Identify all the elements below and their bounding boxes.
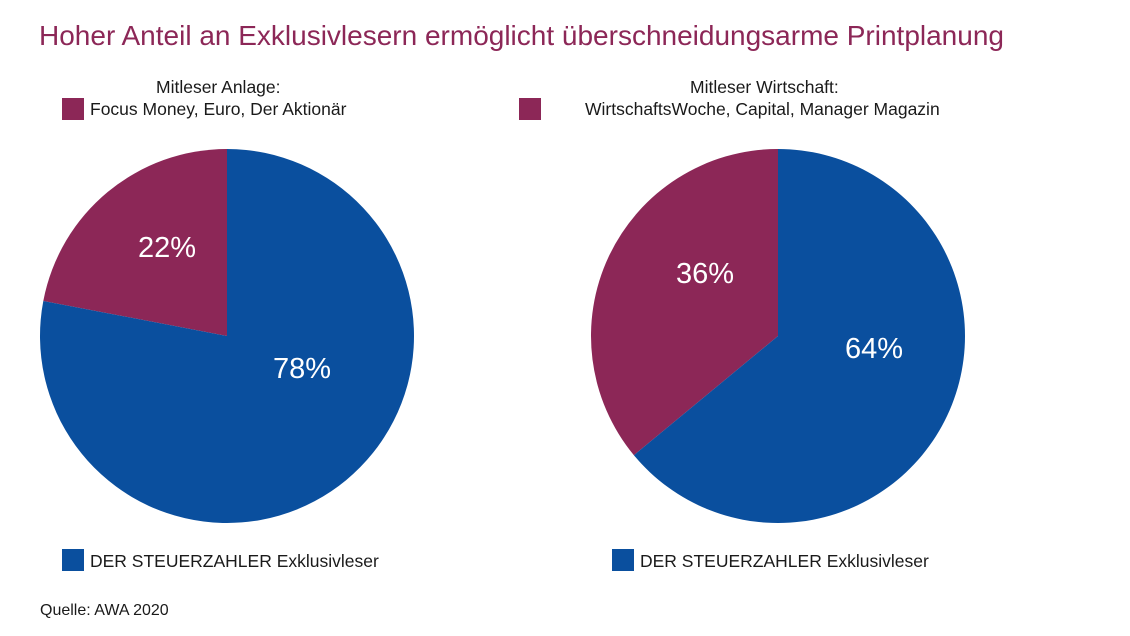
data-label-exclusive: 78% bbox=[273, 353, 331, 385]
legend-swatch-overlap-left bbox=[62, 98, 84, 120]
pie-chart-wirtschaft: 36% 64% bbox=[591, 149, 965, 523]
data-label-overlap: 36% bbox=[676, 258, 734, 290]
legend-exclusive-right: DER STEUERZAHLER Exklusivleser bbox=[640, 551, 929, 571]
page-title: Hoher Anteil an Exklusivlesern ermöglich… bbox=[39, 20, 1004, 51]
pie-slice-exclusive bbox=[633, 149, 965, 523]
legend-swatch-exclusive-right bbox=[612, 549, 634, 571]
pie-slice-exclusive bbox=[39, 149, 415, 524]
data-label-exclusive: 64% bbox=[845, 333, 903, 365]
pie-slice-overlap bbox=[591, 149, 778, 456]
legend-exclusive-left: DER STEUERZAHLER Exklusivleser bbox=[90, 551, 379, 571]
legend-magazines-right: WirtschaftsWoche, Capital, Manager Magaz… bbox=[585, 99, 940, 119]
pie-chart-anlage: 22% 78% bbox=[39, 149, 415, 524]
source-note: Quelle: AWA 2020 bbox=[40, 602, 169, 619]
legend-heading-left: Mitleser Anlage: bbox=[156, 77, 281, 97]
legend-swatch-exclusive-left bbox=[62, 549, 84, 571]
legend-magazines-left: Focus Money, Euro, Der Aktionär bbox=[90, 99, 347, 119]
data-label-overlap: 22% bbox=[138, 232, 196, 264]
legend-swatch-overlap-right bbox=[519, 98, 541, 120]
pie-slice-overlap bbox=[43, 149, 227, 336]
legend-heading-right: Mitleser Wirtschaft: bbox=[690, 77, 839, 97]
